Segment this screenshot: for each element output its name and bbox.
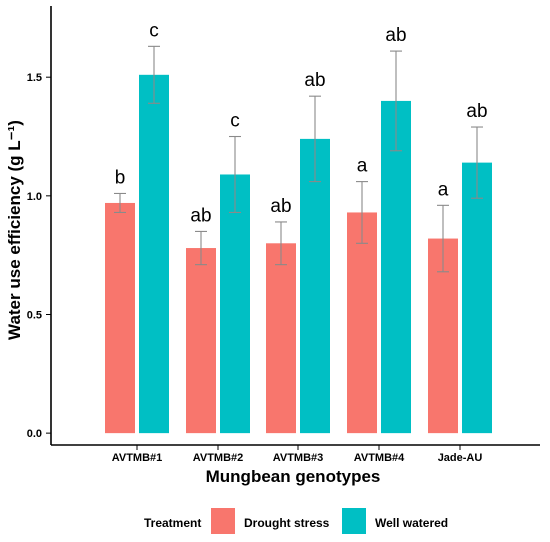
bar-drought-stress <box>347 212 377 434</box>
y-tick-label: 1.5 <box>27 72 42 84</box>
bar-well-watered <box>220 174 250 434</box>
significance-letter: ab <box>385 25 406 46</box>
significance-letter: ab <box>270 196 291 217</box>
significance-letter: ab <box>466 101 487 122</box>
x-tick-label: AVTMB#3 <box>273 452 324 464</box>
significance-letter: ab <box>304 70 325 91</box>
x-axis-title: Mungbean genotypes <box>206 467 381 486</box>
bar-groups <box>105 74 492 434</box>
y-tick-label: 1.0 <box>27 191 42 203</box>
significance-letter: c <box>230 111 240 132</box>
error-bars <box>114 45 483 273</box>
legend-label-drought-stress: Drought stress <box>244 516 330 530</box>
x-axis-ticks: AVTMB#1 AVTMB#2 AVTMB#3 AVTMB#4 Jade-AU <box>112 445 483 464</box>
significance-letter: b <box>115 167 126 188</box>
significance-letters: b c ab c ab ab a ab a ab <box>115 20 488 226</box>
legend-key-drought-stress <box>211 508 235 534</box>
significance-letter: ab <box>190 205 211 226</box>
legend-label-well-watered: Well watered <box>375 516 448 530</box>
bar-drought-stress <box>105 202 135 434</box>
bar-well-watered <box>381 100 411 434</box>
bar-drought-stress <box>266 243 296 434</box>
bar-well-watered <box>462 162 492 434</box>
y-axis-ticks: 0.0 0.5 1.0 1.5 <box>27 72 51 440</box>
significance-letter: a <box>438 179 449 200</box>
legend-title: Treatment <box>144 516 201 530</box>
x-tick-label: Jade-AU <box>438 452 483 464</box>
y-axis-title: Water use efficiency (g L⁻¹) <box>5 120 24 340</box>
bar-well-watered <box>300 138 330 434</box>
bar-well-watered <box>139 74 169 434</box>
legend-key-well-watered <box>342 508 366 534</box>
y-tick-label: 0.5 <box>27 309 42 321</box>
significance-letter: a <box>357 156 368 177</box>
legend: Treatment Drought stress Well watered <box>144 508 448 534</box>
x-tick-label: AVTMB#1 <box>112 452 163 464</box>
significance-letter: c <box>149 20 159 41</box>
x-tick-label: AVTMB#2 <box>193 452 244 464</box>
y-tick-label: 0.0 <box>27 428 42 440</box>
x-tick-label: AVTMB#4 <box>354 452 405 464</box>
bar-drought-stress <box>186 248 216 434</box>
